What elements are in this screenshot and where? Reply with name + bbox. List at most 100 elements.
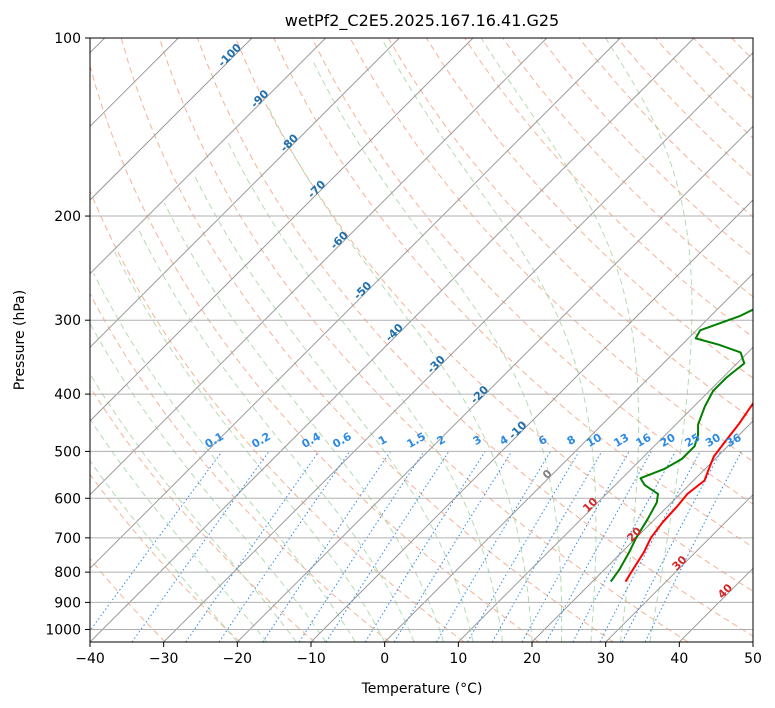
dry-adiabat-line [90,292,390,642]
y-tick-label: 600 [54,491,81,507]
y-tick-label: 900 [54,595,81,611]
mixing-ratio-line [262,451,391,642]
isotherm-line [90,38,621,570]
mixing-ratio-line [621,451,722,642]
mixing-ratio-label: 25 [683,431,703,450]
dry-adiabat-line [502,38,753,298]
moist-adiabat-line [163,202,445,642]
isotherm-label: -100 [215,41,244,70]
dewpoint-profile-line [609,308,753,583]
isotherm-line [752,641,753,642]
isotherm-line [90,38,253,201]
mixing-ratio-label: 8 [565,433,578,448]
dry-adiabat-line [349,38,753,463]
isotherm-line [90,38,548,496]
isotherm-label: -90 [248,87,271,110]
mixing-ratio-label: 1.5 [405,430,428,451]
x-tick-label: 0 [380,651,389,667]
dry-adiabat-line [158,38,689,642]
moist-adiabat-line [313,62,563,642]
y-tick-label: 800 [54,565,81,581]
mixing-ratio-line [325,451,450,642]
mixing-ratio-line [364,451,486,642]
dry-adiabat-line [387,38,753,421]
mixing-ratio-line [298,451,425,642]
mixing-ratio-line [467,451,580,642]
isotherm-line [457,346,753,642]
y-tick-label: 300 [54,313,81,329]
mixing-ratio-line [644,451,742,642]
y-tick-label: 500 [54,444,81,460]
moist-adiabat-line [480,38,640,642]
dry-adiabat-line [90,385,316,642]
dry-adiabat-line [235,38,753,592]
mixing-ratio-label: 6 [536,433,549,448]
dry-adiabat-line [464,38,753,338]
dry-adiabat-line [273,38,753,548]
mixing-ratio-line [90,451,223,632]
x-tick-label: 10 [449,651,467,667]
x-tick-label: 20 [523,651,541,667]
y-axis-label: Pressure (hPa) [12,290,28,390]
y-tick-label: 1000 [45,622,81,638]
moist-adiabat-line [93,273,356,642]
isotherm-line [678,567,753,642]
x-tick-label: 40 [670,651,688,667]
y-tick-label: 200 [54,209,81,225]
mixing-ratio-label: 13 [612,431,632,450]
isotherm-line [531,420,753,642]
moist-adiabat-line [90,418,268,642]
x-tick-label: −10 [296,651,326,667]
y-tick-label: 700 [54,531,81,547]
mixing-ratio-label: 16 [634,431,654,450]
moist-adiabat-line [114,251,386,642]
y-tick-label: 400 [54,387,81,403]
isotherm-label: -20 [468,383,491,406]
mixing-ratio-label: 2 [435,433,448,448]
mixing-ratio-label: 20 [658,431,678,450]
isotherm-label: -70 [305,177,328,200]
temperature-profile-line [624,401,753,583]
isotherm-label: -30 [425,353,448,376]
mixing-ratio-label: 1 [376,433,389,448]
dry-adiabat-line [311,38,753,505]
mixing-ratio-line [521,451,630,642]
moist-adiabat-line [137,228,415,642]
mixing-ratio-line [572,451,676,642]
mixing-ratio-line [393,451,513,642]
mixing-ratio-line [218,451,351,642]
isotherm-label: 40 [715,581,735,601]
chart-title: wetPf2_C2E5.2025.167.16.41.G25 [285,11,559,31]
dry-adiabat-line [90,63,540,642]
isotherm-line [90,38,327,275]
dry-adiabat-line [770,38,775,642]
dry-adiabat-line [425,38,753,379]
isotherm-line [310,199,753,642]
moist-adiabat-line [193,174,474,642]
isotherm-label: 30 [670,553,690,573]
dry-adiabat-line [693,38,753,100]
dry-adiabat-line [120,38,614,642]
dry-adiabat-line [197,38,753,637]
mixing-ratio-line [131,451,270,642]
isotherm-line [605,493,753,642]
plot-frame [89,37,754,643]
isotherm-line [163,51,753,642]
isotherm-line [90,38,695,642]
dry-adiabat-line [90,189,465,642]
mixing-ratio-line [185,451,320,642]
y-tick-label: 100 [54,31,81,47]
mixing-ratio-label: 10 [584,431,604,450]
x-tick-label: −20 [223,651,253,667]
moist-adiabat-line [380,38,597,642]
mixing-ratio-line [599,451,701,642]
moist-adiabat-line [267,105,533,642]
x-axis-label: Temperature (°C) [361,681,483,697]
moist-adiabat-line [90,322,327,642]
dry-adiabat-line [655,38,753,139]
isotherm-label: -80 [278,131,301,154]
mixing-ratio-label: 3 [471,433,484,448]
isotherm-label: -60 [328,229,351,252]
moist-adiabat-line [605,38,693,642]
